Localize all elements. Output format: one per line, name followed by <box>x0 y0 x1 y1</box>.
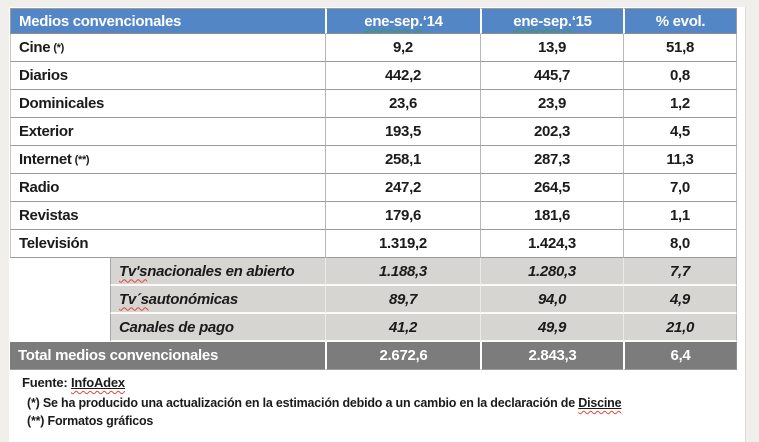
table-row-revistas: Revistas 179,6 181,6 1,1 <box>10 202 737 230</box>
footnote-double-asterisk: (**) Formatos gráficos <box>27 414 154 428</box>
table-row-dominicales: Dominicales 23,6 23,9 1,2 <box>10 90 737 118</box>
col-header-2014-year: ‘14 <box>422 12 443 30</box>
row-label: Internet <box>19 151 72 168</box>
subrow-label: Canales de pago <box>119 318 234 336</box>
value-2015: 23,9 <box>480 90 623 118</box>
value-evol: 21,0 <box>623 314 737 342</box>
table-header-title: Medios convencionales <box>19 12 182 30</box>
value-2014: 258,1 <box>325 146 480 174</box>
value-2015: 94,0 <box>480 286 623 314</box>
row-footnote-mark: (**) <box>74 153 90 166</box>
col-header-2015: ene-sep. ‘15 <box>480 8 623 34</box>
row-label: Televisión <box>19 235 89 252</box>
source-line: Fuente: InfoAdex <box>22 375 125 391</box>
table-row-television: Televisión 1.319,2 1.424,3 8,0 <box>10 230 737 258</box>
value-2015: 287,3 <box>480 146 623 174</box>
table-subrow-tv-nacionales: Tv's nacionales en abierto 1.188,3 1.280… <box>10 258 737 286</box>
footnote-asterisk: (*) Se ha producido una actualización en… <box>27 395 622 411</box>
total-label: Total medios convencionales <box>10 342 325 370</box>
value-2015: 264,5 <box>480 174 623 202</box>
col-header-evol-label: % evol. <box>655 12 706 30</box>
value-2015: 181,6 <box>480 202 623 230</box>
value-evol: 51,8 <box>623 34 737 62</box>
table-header-title-cell: Medios convencionales <box>10 8 325 34</box>
value-2014: 1.319,2 <box>325 230 480 258</box>
table-header-row: Medios convencionales ene-sep. ‘14 ene-s… <box>10 8 737 34</box>
row-label: Cine <box>19 39 51 56</box>
value-evol: 1,1 <box>623 202 737 230</box>
value-evol: 11,3 <box>623 146 737 174</box>
subrow-label: autonómicas <box>148 290 239 308</box>
source-link[interactable]: InfoAdex <box>70 375 125 390</box>
subrow-label-head: Tv´s <box>119 290 149 308</box>
row-label: Dominicales <box>19 95 105 112</box>
value-2014: 1.188,3 <box>325 258 480 286</box>
value-2014: 442,2 <box>325 62 480 90</box>
col-header-2015-label: ene-sep. <box>513 12 572 30</box>
discine-link[interactable]: Discine <box>578 396 622 410</box>
value-2015: 49,9 <box>480 314 623 342</box>
value-evol: 0,8 <box>623 62 737 90</box>
value-evol: 4,9 <box>623 286 737 314</box>
table-row-exterior: Exterior 193,5 202,3 4,5 <box>10 118 737 146</box>
row-label: Revistas <box>19 207 79 224</box>
report-page: Medios convencionales ene-sep. ‘14 ene-s… <box>9 7 746 442</box>
row-footnote-mark: (*) <box>53 41 65 54</box>
value-evol: 4,5 <box>623 118 737 146</box>
table-total-row: Total medios convencionales 2.672,6 2.84… <box>10 342 737 370</box>
table-row-internet: Internet (**) 258,1 287,3 11,3 <box>10 146 737 174</box>
total-evol: 6,4 <box>623 342 737 370</box>
value-2015: 445,7 <box>480 62 623 90</box>
value-evol: 7,7 <box>623 258 737 286</box>
value-2014: 247,2 <box>325 174 480 202</box>
value-2015: 1.280,3 <box>480 258 623 286</box>
value-2014: 193,5 <box>325 118 480 146</box>
table-row-diarios: Diarios 442,2 445,7 0,8 <box>10 62 737 90</box>
value-2015: 202,3 <box>480 118 623 146</box>
footnote-asterisk-text: (*) Se ha producido una actualización en… <box>27 396 579 410</box>
col-header-2015-year: ‘15 <box>571 12 592 30</box>
value-evol: 8,0 <box>623 230 737 258</box>
value-evol: 7,0 <box>623 174 737 202</box>
media-table: Medios convencionales ene-sep. ‘14 ene-s… <box>10 8 737 370</box>
table-subrow-canales-pago: Canales de pago 41,2 49,9 21,0 <box>10 314 737 342</box>
value-2014: 9,2 <box>325 34 480 62</box>
row-label: Diarios <box>19 67 68 84</box>
col-header-2014-label: ene-sep. <box>364 12 423 30</box>
table-row-cine: Cine (*) 9,2 13,9 51,8 <box>10 34 737 62</box>
value-2015: 1.424,3 <box>480 230 623 258</box>
table-subrow-tv-autonomicas: Tv´s autonómicas 89,7 94,0 4,9 <box>10 286 737 314</box>
indent-spacer <box>10 258 110 286</box>
value-2014: 41,2 <box>325 314 480 342</box>
col-header-evol: % evol. <box>623 8 737 34</box>
col-header-2014: ene-sep. ‘14 <box>325 8 480 34</box>
total-2015: 2.843,3 <box>480 342 623 370</box>
value-2015: 13,9 <box>480 34 623 62</box>
total-2014: 2.672,6 <box>325 342 480 370</box>
source-label: Fuente: <box>22 375 71 390</box>
value-2014: 23,6 <box>325 90 480 118</box>
indent-spacer <box>10 314 110 342</box>
value-evol: 1,2 <box>623 90 737 118</box>
row-label: Radio <box>19 179 60 196</box>
table-row-radio: Radio 247,2 264,5 7,0 <box>10 174 737 202</box>
indent-spacer <box>10 286 110 314</box>
row-label: Exterior <box>19 123 74 140</box>
subrow-label: nacionales en abierto <box>147 262 295 280</box>
value-2014: 179,6 <box>325 202 480 230</box>
value-2014: 89,7 <box>325 286 480 314</box>
subrow-label-head: Tv's <box>119 262 148 280</box>
